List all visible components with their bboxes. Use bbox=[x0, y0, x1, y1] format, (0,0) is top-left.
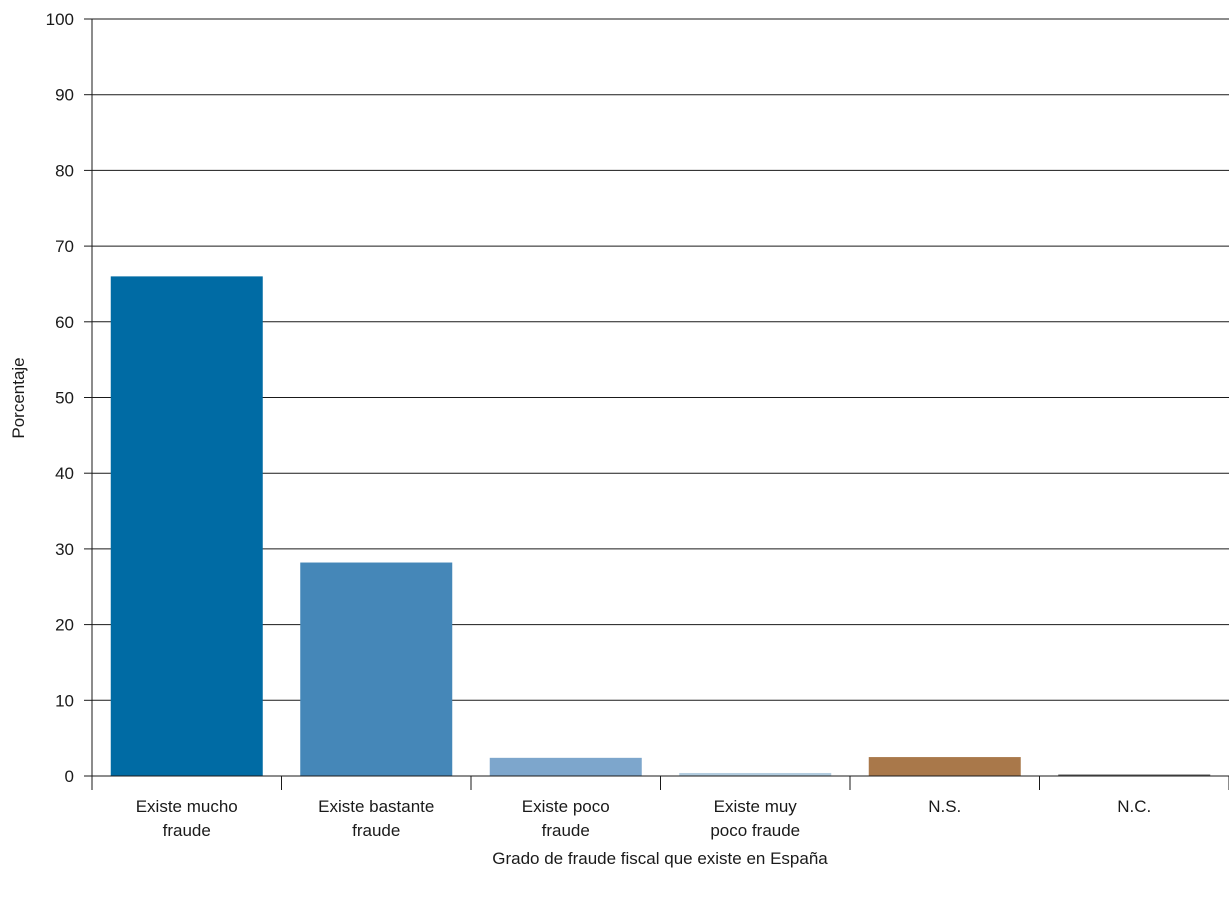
x-tick-label-line: N.C. bbox=[1117, 797, 1151, 816]
y-tick-label-40: 40 bbox=[55, 464, 74, 483]
x-tick-label-line: fraude bbox=[163, 821, 211, 840]
axes bbox=[84, 18, 1229, 790]
y-tick-label-60: 60 bbox=[55, 313, 74, 332]
x-tick-label-line: poco fraude bbox=[710, 821, 800, 840]
x-tick-label-line: Existe bastante bbox=[318, 797, 434, 816]
x-axis-title: Grado de fraude fiscal que existe en Esp… bbox=[492, 849, 828, 868]
x-tick-label-line: fraude bbox=[352, 821, 400, 840]
x-tick-label-0: Existe mucho fraude bbox=[136, 797, 238, 840]
y-tick-label-90: 90 bbox=[55, 86, 74, 105]
bar-3 bbox=[679, 772, 832, 776]
y-tick-label-0: 0 bbox=[65, 767, 74, 786]
bar-2 bbox=[489, 757, 642, 776]
y-tick-label-10: 10 bbox=[55, 691, 74, 710]
gridlines bbox=[92, 18, 1229, 701]
y-tick-label-50: 50 bbox=[55, 389, 74, 408]
x-tick-label-line: Existe poco bbox=[522, 797, 610, 816]
y-tick-label-80: 80 bbox=[55, 161, 74, 180]
x-tick-label-4: N.S. bbox=[928, 797, 961, 816]
y-tick-label-20: 20 bbox=[55, 616, 74, 635]
x-tick-label-1: Existe bastante fraude bbox=[318, 797, 434, 840]
bar-4 bbox=[868, 757, 1021, 776]
x-tick-label-line: Existe muy bbox=[714, 797, 798, 816]
y-tick-label-30: 30 bbox=[55, 540, 74, 559]
y-tick-labels: 0 10 20 30 40 50 60 70 80 90 100 bbox=[46, 10, 74, 786]
x-tick-label-line: Existe mucho bbox=[136, 797, 238, 816]
x-tick-label-2: Existe poco fraude bbox=[522, 797, 610, 840]
bar-5 bbox=[1058, 774, 1211, 776]
x-tick-label-line: fraude bbox=[542, 821, 590, 840]
bar-0 bbox=[110, 276, 263, 776]
y-tick-label-100: 100 bbox=[46, 10, 74, 29]
bar-1 bbox=[300, 562, 453, 776]
y-tick-label-70: 70 bbox=[55, 237, 74, 256]
y-axis-title: Porcentaje bbox=[9, 357, 28, 438]
x-tick-label-line: N.S. bbox=[928, 797, 961, 816]
x-tick-label-3: Existe muy poco fraude bbox=[710, 797, 800, 840]
x-tick-label-5: N.C. bbox=[1117, 797, 1151, 816]
bars bbox=[110, 276, 1211, 776]
